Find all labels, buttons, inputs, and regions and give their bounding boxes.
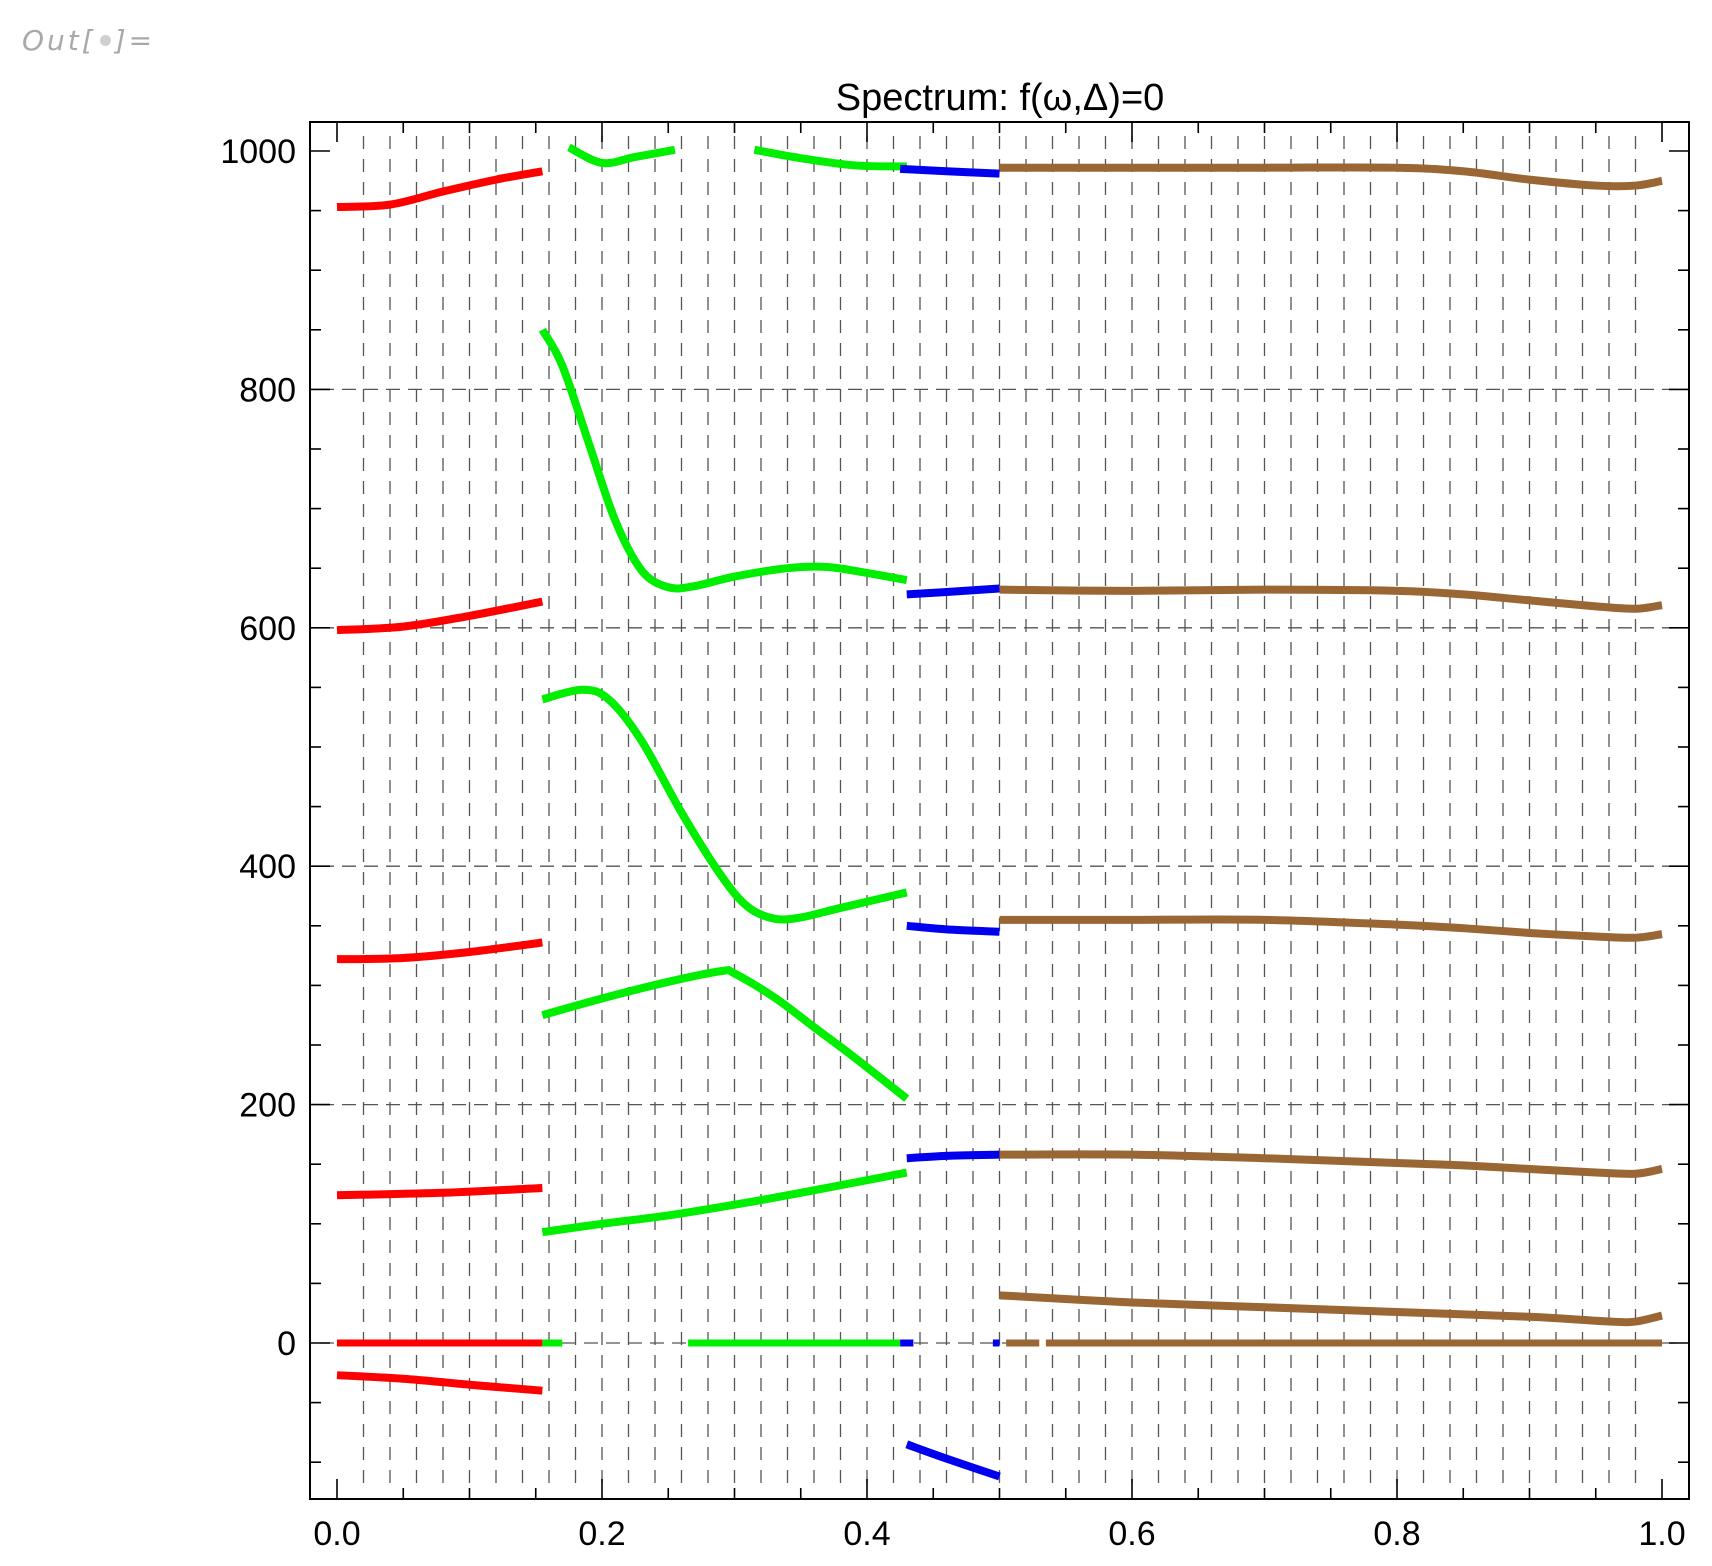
green-spectrum-branch [753, 145, 907, 171]
red-spectrum-branch [336, 167, 544, 212]
x-tick-label: 1.0 [1638, 1515, 1685, 1553]
green-spectrum-branch [541, 1168, 908, 1237]
red-spectrum-branch [336, 1184, 543, 1200]
x-tick-label: 0.8 [1373, 1515, 1420, 1553]
grid-layer [320, 136, 1679, 1487]
y-tick-label: 600 [239, 610, 296, 648]
series-layer [336, 143, 1663, 1481]
blue-spectrum-branch [899, 164, 1000, 178]
red-spectrum-branch [336, 1371, 543, 1395]
y-tick-label: 800 [239, 371, 296, 409]
chart-title: Spectrum: f(ω,Δ)=0 [836, 77, 1165, 119]
red-spectrum-branch [336, 938, 543, 964]
x-tick-label: 0.2 [578, 1515, 625, 1553]
output-cell-label: Out[]= [22, 24, 156, 57]
blue-spectrum-branch [906, 1150, 1000, 1163]
brown-spectrum-branch [999, 1150, 1663, 1178]
x-tick-label: 0.0 [313, 1515, 360, 1553]
y-tick-label: 200 [239, 1087, 296, 1125]
blue-spectrum-branch [906, 921, 1000, 936]
y-tick-label: 400 [239, 848, 296, 886]
green-spectrum-branch [541, 685, 908, 924]
y-tick-label: 0 [277, 1325, 296, 1363]
cell-status-dot [99, 34, 111, 46]
brown-spectrum-branch [999, 163, 1663, 191]
green-spectrum-branch [541, 966, 910, 1102]
blue-spectrum-branch [905, 1440, 1001, 1481]
green-spectrum-branch [538, 327, 908, 593]
y-tick-label: 1000 [220, 133, 296, 171]
brown-spectrum-branch [999, 585, 1663, 613]
red-spectrum-branch [336, 597, 544, 635]
green-spectrum-branch [567, 143, 676, 168]
brown-spectrum-branch [999, 1291, 1663, 1327]
x-tick-label: 0.6 [1108, 1515, 1155, 1553]
axis-ticks: 0 200 400 600 800 1000 0.0 0.2 0.4 0.6 0.8 1.0 [220, 122, 1689, 1553]
blue-spectrum-branch [906, 584, 1000, 599]
brown-spectrum-branch [999, 915, 1663, 942]
x-tick-label: 0.4 [843, 1515, 890, 1553]
